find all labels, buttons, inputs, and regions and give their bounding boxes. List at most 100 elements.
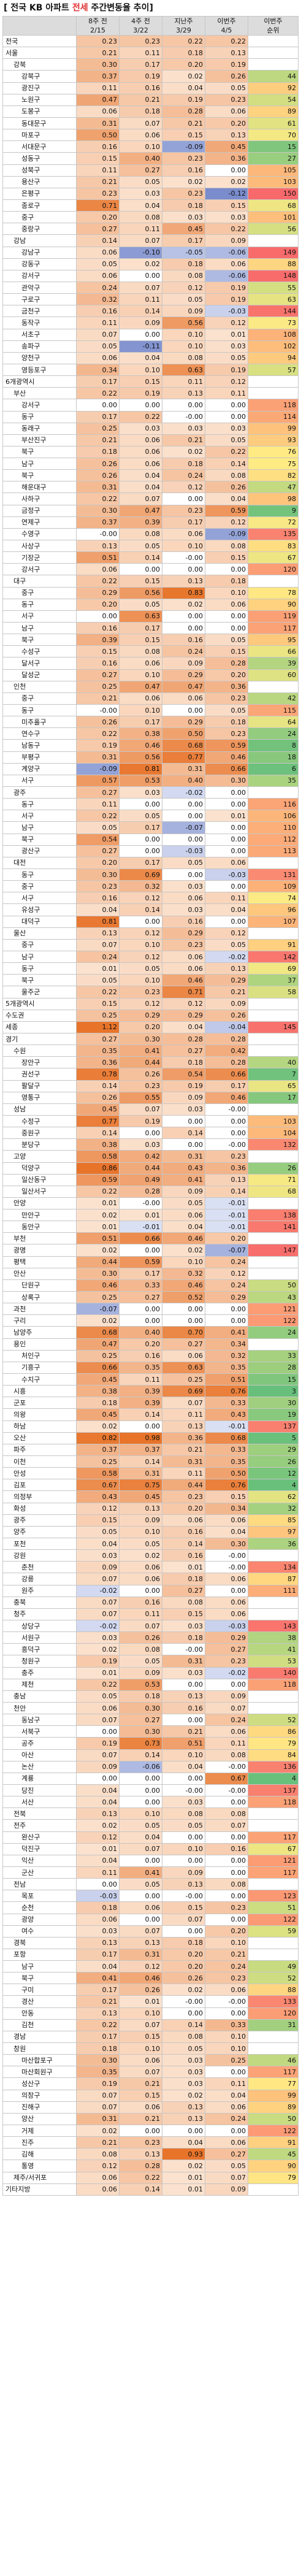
change-value-cell: 0.31 bbox=[119, 1948, 162, 1961]
change-value-cell: -0.03 bbox=[205, 868, 248, 881]
header-sub: 순위 bbox=[267, 26, 280, 34]
change-value-cell: 0.03 bbox=[162, 1619, 205, 1633]
change-value-cell: -0.00 bbox=[205, 1760, 248, 1773]
change-value-cell: 0.12 bbox=[119, 950, 162, 964]
change-value-cell: 0.04 bbox=[76, 1796, 120, 1809]
region-name-cell: 양산 bbox=[2, 2112, 77, 2126]
region-name-cell: 익산 bbox=[2, 1854, 77, 1867]
change-value-cell: 0.08 bbox=[205, 540, 248, 553]
change-value-cell: 0.00 bbox=[205, 2007, 248, 2020]
change-value-cell: 0.93 bbox=[162, 2148, 205, 2161]
change-value-cell: 0.22 bbox=[76, 727, 120, 740]
change-value-cell: 0.20 bbox=[162, 1502, 205, 1515]
region-name-cell: 청원구 bbox=[2, 1655, 77, 1668]
region-name-cell: 남구 bbox=[2, 458, 77, 470]
change-value-cell: 0.28 bbox=[205, 1032, 248, 1046]
region-name-cell: 덕양구 bbox=[2, 1162, 77, 1175]
change-value-cell: 0.06 bbox=[76, 2183, 120, 2196]
change-value-cell: 0.19 bbox=[76, 1737, 120, 1750]
rank-cell: 31 bbox=[248, 2018, 299, 2031]
change-value-cell: 0.05 bbox=[76, 974, 120, 987]
rank-cell: 137 bbox=[248, 1784, 299, 1797]
change-value-cell: 0.13 bbox=[162, 387, 205, 400]
change-value-cell: 0.47 bbox=[119, 680, 162, 693]
table-row: 계양구 -0.09 0.81 0.31 0.66 6 bbox=[2, 762, 299, 775]
rank-cell: 133 bbox=[248, 1995, 299, 2008]
region-name-cell: 과천 bbox=[2, 1303, 77, 1316]
change-value-cell: 0.20 bbox=[119, 1021, 162, 1033]
change-value-cell: 0.07 bbox=[76, 2101, 120, 2114]
table-row: 전남 0.00 0.05 0.13 0.08 bbox=[2, 1878, 299, 1891]
region-name-cell: 강원 bbox=[2, 1549, 77, 1562]
region-name-cell: 서구 bbox=[2, 774, 77, 788]
change-value-cell: 0.05 bbox=[162, 1819, 205, 1832]
change-value-cell: 0.51 bbox=[76, 1232, 120, 1245]
rank-cell: 82 bbox=[248, 469, 299, 482]
change-value-cell: 0.31 bbox=[119, 1467, 162, 1480]
rank-cell: 43 bbox=[248, 1291, 299, 1304]
change-value-cell: 0.30 bbox=[76, 58, 120, 71]
rank-cell: 28 bbox=[248, 1361, 299, 1374]
change-value-cell: 0.09 bbox=[205, 997, 248, 1010]
region-name-cell: 은평구 bbox=[2, 187, 77, 200]
change-value-cell: 0.17 bbox=[119, 622, 162, 635]
change-value-cell: 0.18 bbox=[162, 1056, 205, 1069]
rank-cell bbox=[248, 2042, 299, 2055]
table-row: 중구 0.29 0.56 0.83 0.10 78 bbox=[2, 586, 299, 599]
rank-cell bbox=[248, 47, 299, 59]
change-value-cell: 0.00 bbox=[162, 810, 205, 822]
region-name-cell: 서북구 bbox=[2, 1725, 77, 1738]
change-value-cell: 0.26 bbox=[205, 70, 248, 83]
rank-cell bbox=[248, 2030, 299, 2044]
change-value-cell: 0.07 bbox=[76, 328, 120, 341]
change-value-cell: 0.20 bbox=[205, 1925, 248, 1938]
change-value-cell: 0.59 bbox=[76, 1173, 120, 1186]
change-value-cell: 0.15 bbox=[119, 2089, 162, 2102]
rank-cell: 122 bbox=[248, 2125, 299, 2137]
table-row: 진주 0.21 0.23 0.04 0.06 91 bbox=[2, 2136, 299, 2149]
change-value-cell: 0.12 bbox=[76, 1831, 120, 1844]
change-value-cell: 0.28 bbox=[119, 2160, 162, 2172]
table-row: 김포 0.67 0.75 0.44 0.76 4 bbox=[2, 1479, 299, 1492]
region-name-cell: 울산 bbox=[2, 927, 77, 940]
change-value-cell: 0.24 bbox=[205, 1279, 248, 1292]
change-value-cell: 0.10 bbox=[119, 1525, 162, 1539]
region-name-cell: 양주 bbox=[2, 1525, 77, 1539]
change-value-cell: 0.13 bbox=[162, 2112, 205, 2126]
region-name-cell: 북구 bbox=[2, 445, 77, 459]
change-value-cell: 0.09 bbox=[76, 1760, 120, 1773]
table-row: 동구 0.30 0.69 0.00 -0.03 131 bbox=[2, 868, 299, 881]
change-value-cell: 0.38 bbox=[119, 727, 162, 740]
change-value-cell: 0.13 bbox=[76, 927, 120, 940]
change-value-cell: 0.00 bbox=[162, 704, 205, 717]
region-name-cell: 광주 bbox=[2, 786, 77, 799]
change-value-cell: 0.02 bbox=[162, 598, 205, 611]
table-row: 의왕 0.45 0.14 0.11 0.43 19 bbox=[2, 1408, 299, 1421]
table-row: 안산 0.30 0.17 0.32 0.12 bbox=[2, 1267, 299, 1280]
region-name-cell: 논산 bbox=[2, 1760, 77, 1773]
change-value-cell: 0.47 bbox=[162, 680, 205, 693]
table-row: 과천 -0.07 0.00 0.00 0.00 121 bbox=[2, 1303, 299, 1316]
change-value-cell: 0.28 bbox=[162, 1032, 205, 1046]
change-value-cell: 0.46 bbox=[205, 751, 248, 764]
header-cell-2: 4주 전 3/22 bbox=[119, 16, 162, 36]
change-value-cell: 0.20 bbox=[205, 1232, 248, 1245]
table-row: 5개광역시 0.15 0.12 0.12 0.09 bbox=[2, 997, 299, 1010]
region-name-cell: 성동구 bbox=[2, 152, 77, 165]
region-name-cell: 성산구 bbox=[2, 2077, 77, 2090]
table-row: 수정구 0.77 0.19 0.00 0.00 103 bbox=[2, 1114, 299, 1128]
change-value-cell: 0.06 bbox=[119, 2054, 162, 2067]
rank-cell bbox=[248, 1009, 299, 1022]
change-value-cell: 0.26 bbox=[119, 1068, 162, 1081]
change-value-cell: -0.00 bbox=[162, 1643, 205, 1656]
change-value-cell: -0.06 bbox=[205, 269, 248, 282]
table-row: 광산구 0.27 0.00 -0.03 0.00 113 bbox=[2, 845, 299, 857]
change-value-cell: -0.00 bbox=[162, 1784, 205, 1797]
change-value-cell: 0.00 bbox=[162, 868, 205, 881]
change-value-cell: 0.22 bbox=[76, 810, 120, 822]
change-value-cell: 0.03 bbox=[205, 340, 248, 353]
change-value-cell: 0.11 bbox=[162, 375, 205, 388]
change-value-cell: 0.13 bbox=[162, 2101, 205, 2114]
rank-cell bbox=[248, 1878, 299, 1891]
change-value-cell: 0.33 bbox=[205, 1443, 248, 1457]
